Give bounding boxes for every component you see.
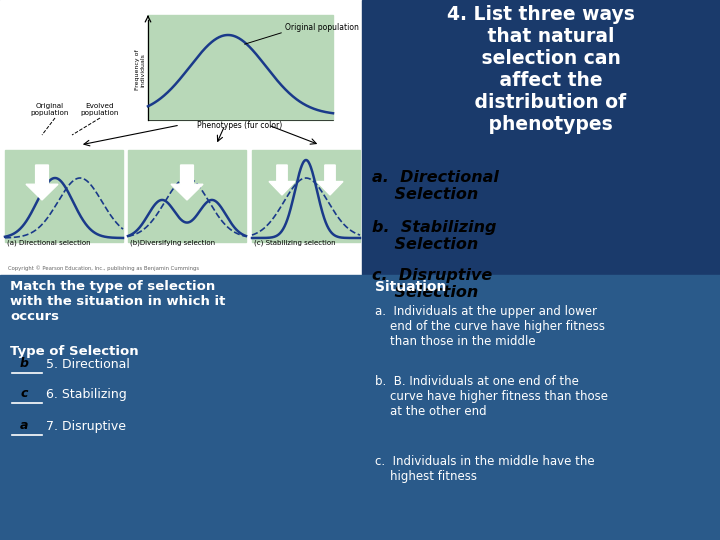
Text: c: c: [20, 387, 27, 400]
Text: (a) Directional selection: (a) Directional selection: [7, 239, 91, 246]
Text: 7. Disruptive: 7. Disruptive: [46, 420, 126, 433]
Text: a.  Directional
    Selection: a. Directional Selection: [372, 170, 499, 202]
Text: b.  Stabilizing
    Selection: b. Stabilizing Selection: [372, 220, 497, 252]
Bar: [128, 150, 246, 242]
Bar: [0, 0, 362, 275]
Text: Situation: Situation: [375, 280, 446, 294]
Text: 6. Stabilizing: 6. Stabilizing: [46, 388, 127, 401]
Text: Copyright © Pearson Education, Inc., publishing as Benjamin Cummings: Copyright © Pearson Education, Inc., pub…: [8, 265, 199, 271]
Text: 4. List three ways
   that natural
   selection can
   affect the
   distributio: 4. List three ways that natural selectio…: [447, 5, 635, 134]
Polygon shape: [26, 165, 58, 200]
Text: Original population: Original population: [285, 23, 359, 32]
Polygon shape: [317, 165, 343, 195]
Text: b.  B. Individuals at one end of the
    curve have higher fitness than those
  : b. B. Individuals at one end of the curv…: [375, 375, 608, 418]
Text: Original
population: Original population: [31, 103, 69, 116]
Text: c.  Individuals in the middle have the
    highest fitness: c. Individuals in the middle have the hi…: [375, 455, 595, 483]
Bar: [252, 150, 360, 242]
Text: a: a: [20, 419, 28, 432]
Polygon shape: [171, 165, 203, 200]
Text: Phenotypes (fur color): Phenotypes (fur color): [197, 121, 283, 130]
Text: Type of Selection: Type of Selection: [10, 345, 139, 358]
Text: c.  Disruptive
    Selection: c. Disruptive Selection: [372, 268, 492, 300]
Bar: [362, 0, 720, 275]
Text: Frequency of
individuals: Frequency of individuals: [135, 50, 145, 90]
Bar: [148, 15, 333, 120]
Text: (b)Diversifying selection: (b)Diversifying selection: [130, 239, 215, 246]
Text: Match the type of selection
with the situation in which it
occurs: Match the type of selection with the sit…: [10, 280, 225, 323]
Bar: [0, 275, 720, 540]
Text: (c) Stabilizing selection: (c) Stabilizing selection: [254, 239, 336, 246]
Text: b: b: [19, 357, 29, 370]
Bar: [5, 150, 123, 242]
Text: 5. Directional: 5. Directional: [46, 358, 130, 371]
Polygon shape: [269, 165, 295, 195]
Text: a.  Individuals at the upper and lower
    end of the curve have higher fitness
: a. Individuals at the upper and lower en…: [375, 305, 605, 348]
Text: Evolved
population: Evolved population: [81, 103, 120, 116]
